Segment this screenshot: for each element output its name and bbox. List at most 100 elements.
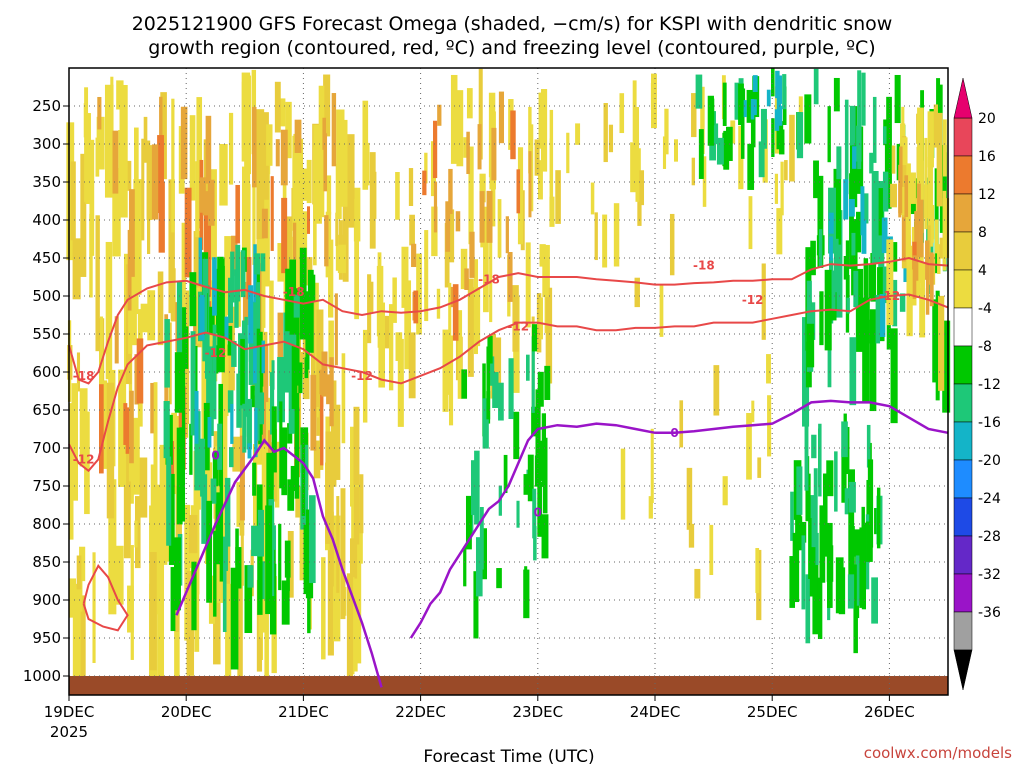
colorbar-tick-label: -32: [978, 567, 1001, 583]
contour-minus18: [68, 256, 949, 385]
omega-cell: [257, 519, 263, 615]
omega-cell: [281, 427, 288, 496]
omega-cell: [796, 112, 804, 159]
omega-cell: [713, 123, 719, 145]
omega-cell: [336, 109, 345, 200]
omega-cell: [325, 431, 334, 545]
omega-cell: [831, 270, 836, 310]
omega-cell: [189, 272, 197, 327]
y-tick-label: 800: [32, 515, 61, 533]
omega-cell: [512, 285, 519, 352]
omega-cell: [313, 125, 322, 224]
freezing-level-2: [409, 399, 949, 639]
omega-cell: [844, 99, 849, 195]
x-tick-label: 25DEC: [747, 703, 798, 721]
omega-cell: [694, 568, 701, 599]
omega-cell: [157, 564, 165, 695]
omega-cell: [236, 373, 242, 428]
omega-cell: [119, 84, 128, 218]
omega-cell: [79, 388, 88, 467]
omega-cell: [132, 417, 140, 495]
x-axis-label: Forecast Time (UTC): [423, 747, 594, 767]
omega-cell: [342, 183, 349, 282]
x-tick-label: 19DEC: [44, 703, 95, 721]
omega-cell: [282, 159, 287, 220]
omega-cell: [239, 435, 245, 521]
omega-cell: [817, 577, 823, 640]
omega-cell: [310, 374, 317, 451]
omega-cell: [942, 190, 947, 271]
omega-cell: [277, 357, 285, 423]
omega-cell: [254, 407, 258, 458]
omega-cell: [261, 340, 265, 374]
omega-cell: [912, 255, 917, 299]
omega-cell: [70, 161, 76, 241]
omega-cell: [848, 199, 855, 217]
omega-cell: [650, 428, 654, 504]
omega-shading: [66, 68, 951, 695]
omega-cell: [404, 280, 412, 370]
omega-cell: [321, 557, 326, 660]
omega-cell: [346, 573, 354, 685]
omega-cell: [245, 103, 250, 235]
omega-cell: [290, 465, 298, 491]
omega-cell: [879, 294, 886, 337]
omega-cell: [79, 546, 86, 582]
omega-cell: [265, 505, 273, 615]
omega-cell: [541, 413, 547, 487]
omega-cell: [461, 369, 468, 399]
freezing-level-1: [175, 438, 383, 688]
omega-cell: [209, 306, 215, 335]
omega-cell: [869, 319, 873, 344]
colorbar-segment: [953, 117, 973, 157]
omega-cell: [817, 175, 824, 268]
omega-cell: [242, 281, 250, 325]
omega-cell: [224, 236, 233, 316]
omega-cell: [752, 76, 760, 118]
omega-cell: [228, 112, 234, 185]
omega-cell: [208, 195, 217, 258]
omega-cell: [129, 390, 134, 464]
omega-cell: [114, 545, 124, 605]
omega-cell: [158, 182, 165, 253]
omega-cell: [861, 219, 867, 254]
omega-cell: [134, 186, 142, 254]
omega-cell: [392, 277, 397, 323]
omega-cell: [841, 448, 847, 503]
omega-cell: [198, 237, 203, 285]
omega-cell: [829, 236, 833, 261]
y-tick-label: 600: [32, 363, 61, 381]
contour-minus12: [68, 293, 949, 473]
omega-cell: [237, 581, 243, 695]
omega-cell: [240, 250, 246, 298]
omega-cell: [766, 354, 771, 384]
omega-cell: [408, 332, 416, 399]
omega-cell: [757, 457, 762, 478]
omega-cell: [475, 537, 483, 597]
omega-cell: [71, 383, 78, 501]
omega-cell: [806, 323, 815, 368]
colorbar-segment: [953, 611, 973, 651]
omega-cell: [341, 353, 346, 444]
omega-cell: [812, 560, 819, 635]
omega-cell: [157, 271, 164, 346]
omega-cell: [755, 548, 760, 594]
omega-cell: [164, 319, 170, 388]
omega-cell: [285, 216, 293, 318]
credit-link[interactable]: coolwx.com/models: [864, 744, 1012, 762]
omega-cell: [594, 212, 598, 261]
colorbar-segment: [953, 269, 973, 309]
omega-cell: [449, 209, 455, 263]
omega-cell: [691, 157, 696, 186]
omega-cell: [855, 211, 862, 253]
omega-cell: [813, 68, 819, 105]
omega-cell: [861, 506, 865, 533]
omega-cell: [919, 288, 926, 338]
omega-cell: [246, 257, 252, 300]
y-tick-label: 650: [32, 401, 61, 419]
omega-cell: [141, 138, 145, 241]
omega-cell: [905, 163, 911, 259]
omega-cell: [494, 337, 502, 399]
omega-cell: [297, 430, 303, 465]
